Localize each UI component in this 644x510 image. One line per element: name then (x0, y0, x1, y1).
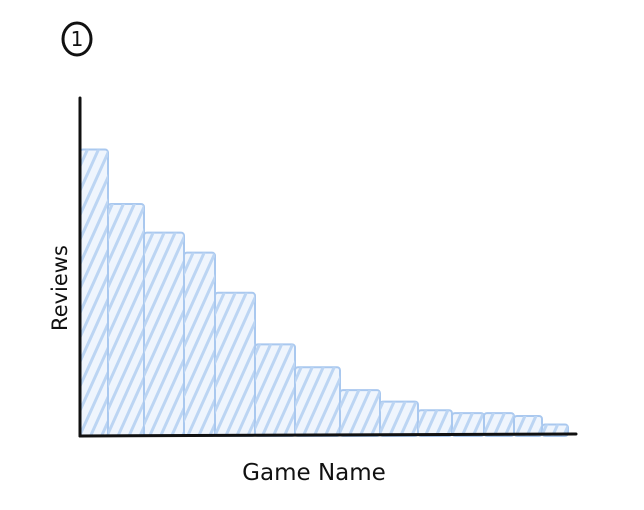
bar-hatch-3 (144, 232, 184, 436)
bar-3 (143, 231, 185, 437)
bar-12 (483, 412, 515, 438)
bar-7 (294, 366, 341, 438)
figure-number-label: 1 (61, 21, 93, 57)
bar-5 (214, 291, 256, 437)
bar-1 (79, 148, 109, 437)
bar-4 (183, 251, 216, 437)
bar-hatch-5 (215, 292, 255, 436)
bar-fill-1 (79, 148, 109, 437)
bar-hatch-1 (80, 149, 108, 436)
x-axis-label: Game Name (242, 460, 386, 486)
bar-hatch-2 (108, 203, 144, 436)
x-axis-line (78, 432, 578, 438)
bar-hatch-11 (452, 413, 484, 437)
bar-9 (379, 400, 419, 437)
figure-number-text: 1 (71, 27, 84, 51)
bar-2 (107, 202, 145, 437)
bar-hatch-8 (340, 390, 380, 437)
bar-hatch-10 (418, 410, 452, 436)
bar-hatch-9 (380, 401, 418, 436)
bar-hatch-6 (255, 344, 295, 437)
axes (78, 96, 578, 438)
bar-8 (339, 389, 381, 438)
bar-11 (451, 412, 485, 438)
y-axis-label: Reviews (48, 245, 72, 331)
bar-hatch-7 (295, 367, 340, 437)
bar-hatch-4 (184, 252, 215, 436)
bars-layer (79, 148, 569, 438)
figure-number-circle (61, 21, 93, 57)
